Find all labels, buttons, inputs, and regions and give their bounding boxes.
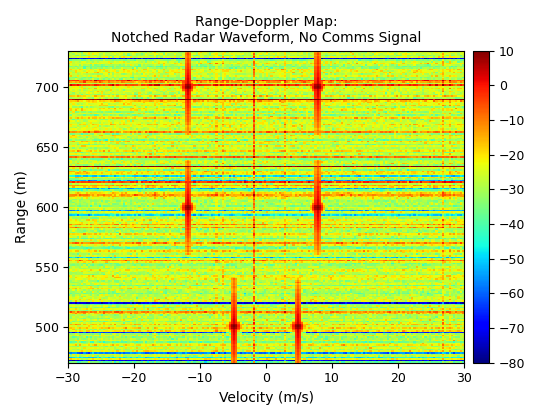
X-axis label: Velocity (m/s): Velocity (m/s) <box>218 391 314 405</box>
Title: Range-Doppler Map:
Notched Radar Waveform, No Comms Signal: Range-Doppler Map: Notched Radar Wavefor… <box>111 15 421 45</box>
Y-axis label: Range (m): Range (m) <box>15 170 29 243</box>
